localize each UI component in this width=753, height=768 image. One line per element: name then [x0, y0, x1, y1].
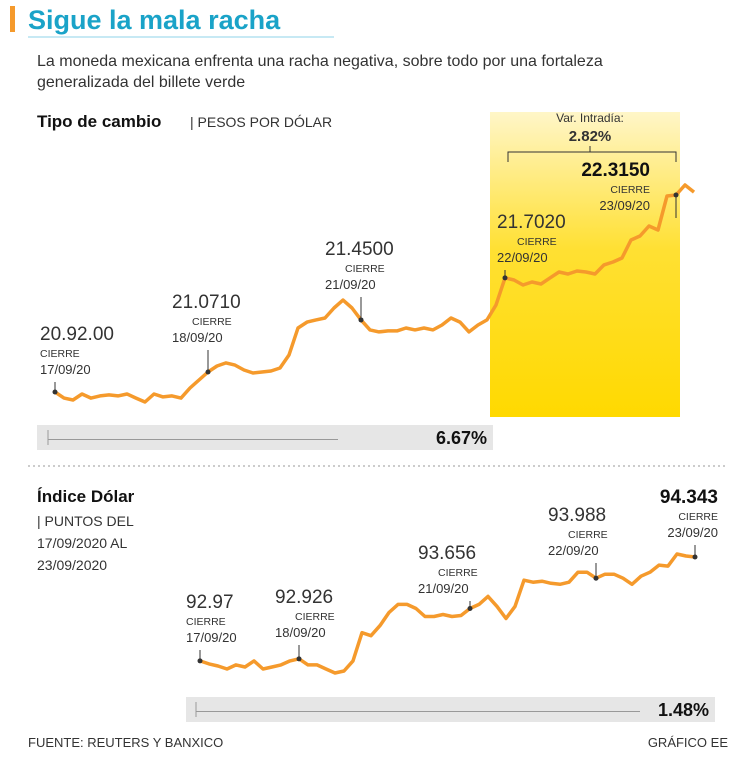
annotation-value: 93.656 — [418, 543, 476, 564]
highlight-value: 2.82% — [569, 128, 612, 145]
annotation-value: 20.92.00 — [40, 324, 114, 345]
annotation-point — [673, 192, 679, 198]
annotation-note: CIERRE — [678, 511, 718, 523]
chart-title: Índice Dólar — [37, 487, 135, 506]
chart-subtitle: | PUNTOS DEL — [37, 513, 134, 529]
annotation-date: 17/09/20 — [40, 362, 91, 377]
source: FUENTE: REUTERS Y BANXICO — [28, 735, 223, 750]
annotation-point — [52, 389, 58, 395]
credit: GRÁFICO EE — [648, 735, 729, 750]
annotation-value: 21.7020 — [497, 212, 566, 233]
annotation-date: 21/09/20 — [418, 581, 469, 596]
annotation-date: 21/09/20 — [325, 277, 376, 292]
annotation-point — [502, 275, 508, 281]
annotation-date: 17/09/20 — [186, 630, 237, 645]
annotation-point — [692, 554, 698, 560]
annotation-date: 23/09/20 — [599, 198, 650, 213]
annotation-point — [197, 658, 203, 664]
highlight-band — [490, 112, 680, 417]
series-line — [199, 552, 696, 675]
annotation-value: 22.3150 — [581, 160, 650, 181]
series-line — [54, 183, 696, 404]
annotation-note: CIERRE — [610, 184, 650, 196]
chart-subtitle: 23/09/2020 — [37, 557, 107, 573]
annotation-value: 92.926 — [275, 587, 333, 608]
annotation-value: 93.988 — [548, 505, 606, 526]
annotation-date: 23/09/20 — [667, 525, 718, 540]
annotation-point — [593, 575, 599, 581]
annotation-point — [296, 656, 302, 662]
annotation-note: CIERRE — [345, 263, 385, 275]
chart-title: Tipo de cambio — [37, 112, 161, 131]
annotation-value: 92.97 — [186, 592, 234, 613]
annotation-date: 18/09/20 — [172, 330, 223, 345]
chart-subtitle: | PESOS POR DÓLAR — [190, 114, 332, 130]
annotation-point — [467, 605, 473, 611]
subtitle: generalizada del billete verde — [37, 74, 245, 91]
annotation-date: 22/09/20 — [548, 543, 599, 558]
annotation-date: 22/09/20 — [497, 250, 548, 265]
highlight-label: Var. Intradía: — [556, 111, 624, 125]
annotation-note: CIERRE — [295, 611, 335, 623]
annotation-note: CIERRE — [192, 316, 232, 328]
annotation-point — [358, 317, 364, 323]
bracket — [507, 146, 677, 162]
annotation-value: 21.0710 — [172, 292, 241, 313]
change-bar — [186, 697, 715, 722]
chart-subtitle: 17/09/2020 AL — [37, 535, 128, 551]
annotation-value: 21.4500 — [325, 239, 394, 260]
title: Sigue la mala racha — [28, 5, 281, 35]
annotation-note: CIERRE — [438, 567, 478, 579]
change-label: 1.48% — [658, 700, 709, 720]
subtitle: La moneda mexicana enfrenta una racha ne… — [37, 53, 603, 70]
annotation-value: 94.343 — [660, 487, 718, 508]
change-bar — [37, 425, 493, 450]
annotation-note: CIERRE — [40, 348, 80, 360]
annotation-note: CIERRE — [186, 616, 226, 628]
change-label: 6.67% — [436, 428, 487, 448]
title-marker — [10, 6, 15, 32]
annotation-date: 18/09/20 — [275, 625, 326, 640]
annotation-note: CIERRE — [568, 529, 608, 541]
annotation-note: CIERRE — [517, 236, 557, 248]
annotation-point — [205, 369, 211, 375]
